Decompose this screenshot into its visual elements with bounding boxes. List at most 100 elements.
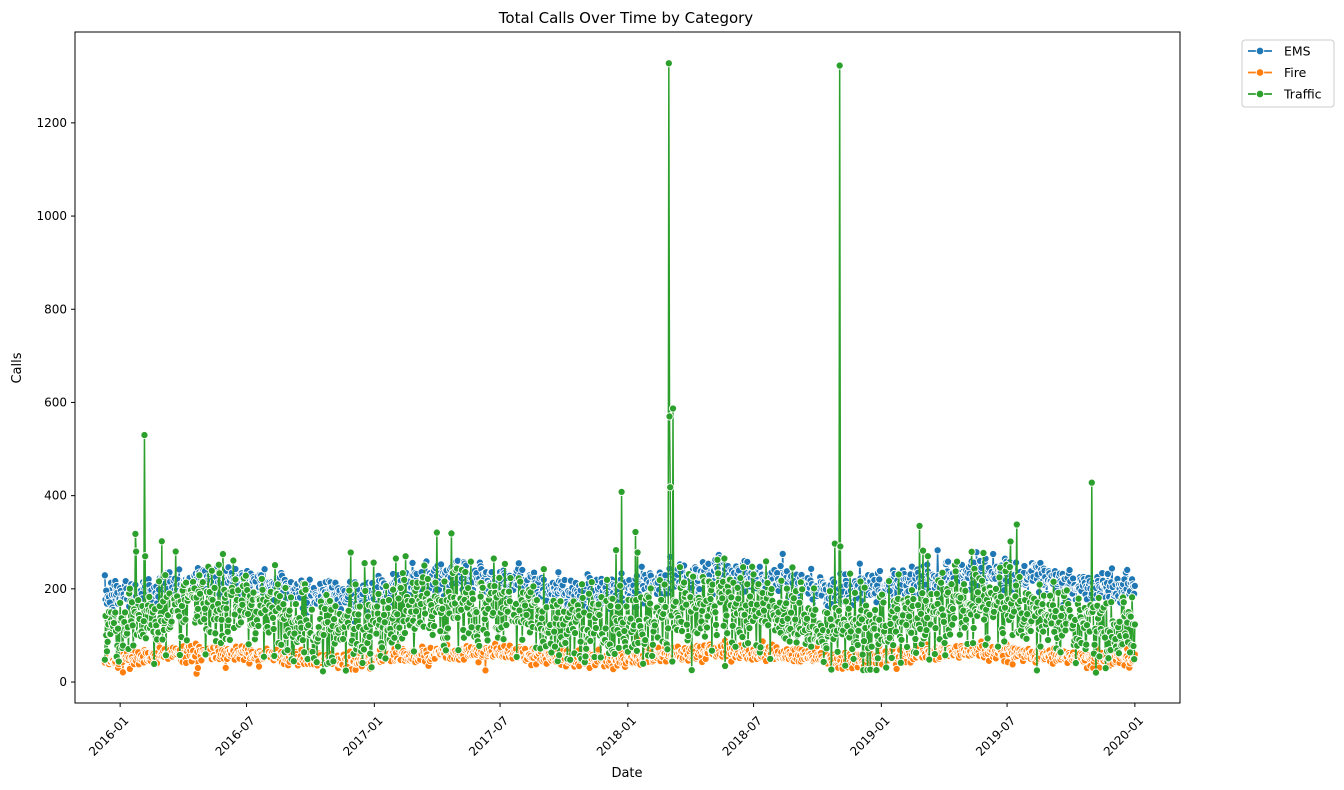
data-point <box>218 550 227 559</box>
data-point <box>961 586 970 595</box>
data-point <box>472 608 481 617</box>
data-point <box>1119 598 1128 607</box>
data-point <box>118 668 127 677</box>
data-point <box>754 580 763 589</box>
data-point <box>979 548 988 558</box>
data-point <box>1128 593 1137 602</box>
y-axis-label: Calls <box>10 352 25 383</box>
data-point <box>461 567 470 577</box>
data-point <box>995 573 1004 582</box>
data-point <box>120 608 130 617</box>
data-point <box>897 635 906 644</box>
data-point <box>738 632 747 642</box>
data-point <box>712 620 721 629</box>
data-point <box>132 547 141 556</box>
data-point <box>849 654 858 663</box>
data-point <box>796 578 805 587</box>
data-point <box>367 663 376 672</box>
data-point <box>648 651 657 660</box>
data-point <box>1107 564 1116 573</box>
data-point <box>767 585 776 594</box>
data-point <box>577 580 587 589</box>
data-point <box>749 570 758 579</box>
data-point <box>114 657 123 666</box>
data-point <box>791 615 800 624</box>
data-point <box>914 601 923 610</box>
data-point <box>384 596 393 605</box>
data-point <box>171 547 180 556</box>
data-point <box>714 569 723 578</box>
data-point <box>345 586 354 595</box>
y-tick-label: 1000 <box>36 209 67 223</box>
data-point <box>475 641 484 650</box>
data-point <box>390 633 399 642</box>
data-point <box>973 588 982 597</box>
data-point <box>682 620 691 629</box>
data-point <box>955 630 964 639</box>
data-point <box>993 642 1003 651</box>
data-point <box>222 604 231 613</box>
data-point <box>358 658 367 668</box>
data-point <box>1094 593 1103 602</box>
data-point <box>755 562 764 571</box>
data-point <box>395 623 404 632</box>
data-point <box>657 595 666 604</box>
x-tick-label: 2018-01 <box>594 713 639 758</box>
data-point <box>396 583 405 593</box>
legend-label: EMS <box>1284 44 1311 59</box>
data-point <box>489 608 498 617</box>
data-point <box>663 645 672 654</box>
data-point <box>518 565 527 574</box>
data-point <box>1130 620 1139 629</box>
data-point <box>207 566 216 575</box>
data-point <box>420 561 429 570</box>
data-point <box>648 640 657 649</box>
data-point <box>111 608 120 617</box>
data-point <box>270 651 279 660</box>
data-point <box>103 637 112 646</box>
data-point <box>712 631 721 640</box>
data-point <box>857 615 866 624</box>
data-point <box>381 654 390 663</box>
data-point <box>393 610 402 619</box>
x-tick-label: 2017-01 <box>340 713 385 758</box>
data-point <box>1130 655 1139 664</box>
x-axis: 2016-01 2016-07 2017-01 2017-07 2018-01 2018-… <box>86 703 1146 759</box>
legend-marker <box>1255 68 1265 77</box>
data-point <box>193 664 202 673</box>
data-point <box>947 580 956 589</box>
data-point <box>476 592 485 601</box>
data-point <box>1101 664 1110 673</box>
data-point <box>1026 626 1035 636</box>
data-point <box>393 642 403 651</box>
data-point <box>384 604 393 613</box>
data-point <box>826 615 835 624</box>
data-point <box>896 658 905 667</box>
data-point <box>581 652 590 661</box>
data-point <box>787 608 796 617</box>
data-point <box>893 605 902 614</box>
data-point <box>764 621 773 630</box>
data-point <box>423 589 432 598</box>
data-point <box>951 567 960 576</box>
data-point <box>537 614 546 623</box>
data-point <box>809 584 819 593</box>
legend-marker <box>1255 46 1265 56</box>
data-point <box>157 537 166 546</box>
data-point <box>858 650 867 659</box>
data-point <box>394 594 403 603</box>
data-point <box>921 596 930 605</box>
data-point <box>211 629 220 638</box>
data-point <box>664 59 673 68</box>
data-point <box>483 636 492 645</box>
data-point <box>722 611 731 620</box>
data-point <box>733 583 742 592</box>
data-point <box>620 626 629 636</box>
data-point <box>584 589 594 598</box>
data-point <box>391 554 400 563</box>
data-point <box>1065 606 1074 615</box>
data-point <box>739 563 748 572</box>
data-point <box>361 586 370 595</box>
data-point <box>948 604 957 613</box>
data-point <box>339 634 348 644</box>
